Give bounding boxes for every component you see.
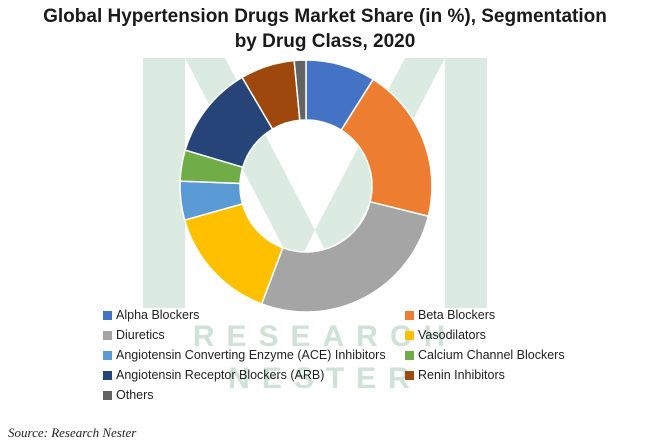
legend-label: Diuretics [116,328,165,342]
legend-swatch [405,311,414,320]
watermark-line-1: RESEARCH [193,320,457,353]
legend-item-angiotensin-receptor-blockers-arb: Angiotensin Receptor Blockers (ARB) [103,368,405,383]
legend-label: Renin Inhibitors [418,368,505,382]
legend-swatch [103,371,112,380]
legend-swatch [103,311,112,320]
legend-label: Beta Blockers [418,308,496,322]
legend-swatch [103,331,112,340]
slice-vasodilators [183,202,284,305]
legend-label: Angiotensin Converting Enzyme (ACE) Inhi… [116,348,386,362]
legend-item-others: Others [103,388,405,403]
legend-item-renin-inhibitors: Renin Inhibitors [405,368,643,383]
chart-legend: Alpha Blockers Beta Blockers Diuretics Vaso… [103,308,643,403]
legend-label: Others [116,388,154,402]
legend-item-calcium-channel-blockers: Calcium Channel Blockers [405,348,643,363]
legend-label: Calcium Channel Blockers [418,348,565,362]
legend-item-angiotensin-converting-enzyme-ace-inhibitors: Angiotensin Converting Enzyme (ACE) Inhi… [103,348,405,363]
legend-swatch [103,351,112,360]
legend-swatch [103,391,112,400]
chart-title-line-1: Global Hypertension Drugs Market Share (… [43,6,607,27]
legend-swatch [405,351,414,360]
watermark-line-2: NESTER [228,362,422,395]
legend-item-diuretics: Diuretics [103,328,405,343]
slice-others [293,59,307,122]
legend-item-vasodilators: Vasodilators [405,328,643,343]
legend-label: Alpha Blockers [116,308,200,322]
source-note: Source: Research Nester [8,425,137,440]
chart-title-line-2: by Drug Class, 2020 [234,31,416,52]
legend-item-alpha-blockers: Alpha Blockers [103,308,405,323]
legend-swatch [405,371,414,380]
slice-diuretics [260,200,430,313]
legend-item-beta-blockers: Beta Blockers [405,308,643,323]
legend-label: Angiotensin Receptor Blockers (ARB) [116,368,325,382]
legend-label: Vasodilators [418,328,486,342]
chart-title: Global Hypertension Drugs Market Share (… [0,4,650,54]
legend-swatch [405,331,414,340]
